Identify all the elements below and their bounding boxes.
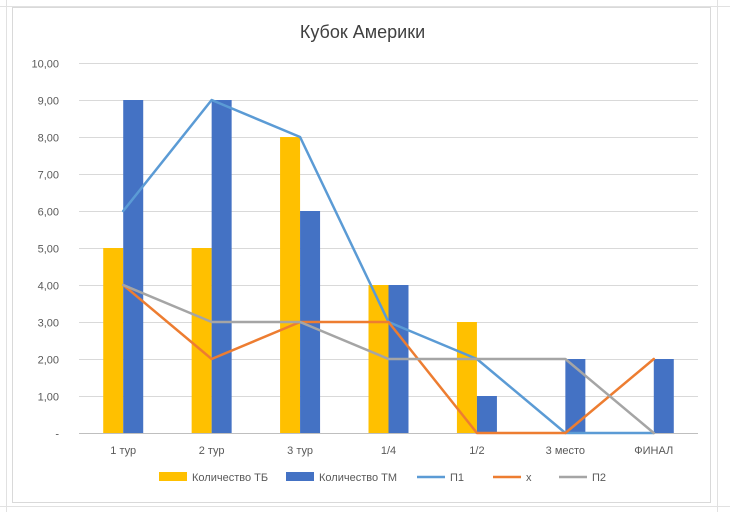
y-tick-label: - <box>55 429 59 441</box>
bar-tm <box>565 359 586 433</box>
legend-swatch <box>286 472 314 481</box>
x-tick-label: 1/4 <box>381 445 396 457</box>
x-tick-label: 3 место <box>546 445 585 457</box>
legend-label: х <box>526 472 532 484</box>
bar-tb <box>280 137 301 433</box>
series-line <box>121 283 656 435</box>
series-line <box>121 283 656 435</box>
bar-tm <box>476 396 497 433</box>
chart-plot: - 1,00 2,00 3,00 4,00 5,00 6,00 7,00 8,00 9,00 10,… <box>31 59 698 484</box>
y-tick-label: 4,00 <box>38 281 59 293</box>
x-tick-label: 3 тур <box>287 445 313 457</box>
bar-tm <box>653 359 674 433</box>
y-tick-label: 1,00 <box>38 392 59 404</box>
legend-label: П1 <box>450 472 464 484</box>
bar-tb <box>103 248 124 433</box>
bar-tb <box>456 322 477 433</box>
bar-tm <box>211 100 232 433</box>
chart-area[interactable]: Кубок Америки - 1,00 2,00 3,00 4,00 5,00 6,00 7… <box>12 7 711 503</box>
bar-tm <box>123 100 144 433</box>
y-tick-label: 8,00 <box>38 133 59 145</box>
y-tick-label: 7,00 <box>38 170 59 182</box>
legend-label: П2 <box>592 472 606 484</box>
y-tick-label: 9,00 <box>38 96 59 108</box>
x-tick-label: 1 тур <box>110 445 136 457</box>
y-tick-label: 2,00 <box>38 355 59 367</box>
bar-tb <box>191 248 212 433</box>
y-tick-label: 10,00 <box>31 59 59 71</box>
y-tick-label: 5,00 <box>38 244 59 256</box>
x-tick-label: 1/2 <box>469 445 484 457</box>
y-tick-label: 6,00 <box>38 207 59 219</box>
x-tick-label: 2 тур <box>199 445 225 457</box>
y-tick-label: 3,00 <box>38 318 59 330</box>
legend-label: Количество ТБ <box>192 472 268 484</box>
x-tick-label: ФИНАЛ <box>634 445 673 457</box>
chart-title: Кубок Америки <box>299 22 426 42</box>
legend-swatch <box>159 472 187 481</box>
legend-label: Количество ТМ <box>319 472 397 484</box>
